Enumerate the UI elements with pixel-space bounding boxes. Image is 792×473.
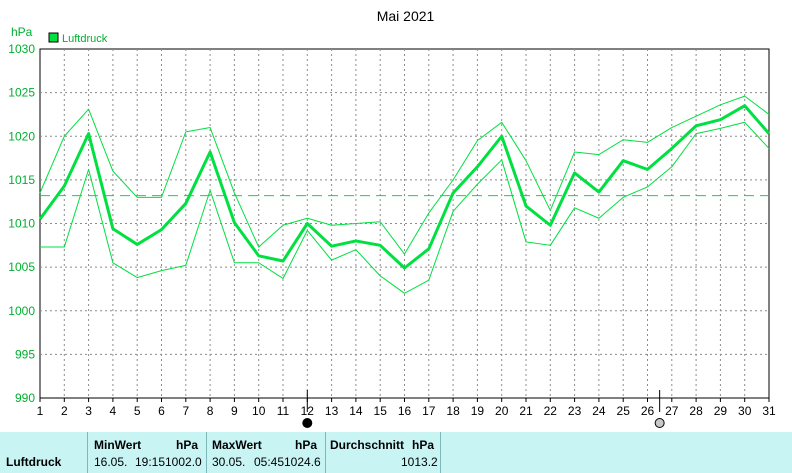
x-tick-label: 28 — [689, 404, 703, 418]
x-tick-label: 9 — [231, 404, 238, 418]
x-tick-label: 10 — [252, 404, 266, 418]
y-tick-label: 995 — [15, 347, 35, 361]
legend-swatch — [48, 32, 59, 43]
x-tick-label: 7 — [182, 404, 189, 418]
series-line-min — [40, 121, 770, 294]
y-tick-label: 1025 — [8, 86, 35, 100]
x-tick-label: 15 — [374, 404, 388, 418]
x-tick-label: 20 — [495, 404, 509, 418]
new-moon-icon — [302, 418, 313, 428]
stats-max-cell: MaxWert hPa 30.05. 05:45 1024.6 — [207, 432, 326, 473]
stats-avg-cell: Durchschnitt hPa 1013.2 — [326, 432, 441, 473]
min-unit: hPa — [176, 438, 199, 452]
avg-value: 1013.2 — [401, 455, 438, 469]
chart-title: Mai 2021 — [377, 8, 435, 24]
stats-row-label-cell: Luftdruck — [0, 432, 88, 473]
min-header: MinWert — [94, 438, 142, 452]
max-date: 30.05. — [212, 455, 246, 469]
stats-table: Luftdruck MinWert hPa 16.05. 19:15 1002.… — [0, 432, 792, 473]
series-line-mean — [38, 104, 771, 270]
x-tick-label: 13 — [325, 404, 339, 418]
x-tick-label: 1 — [37, 404, 44, 418]
max-value: 1024.6 — [284, 455, 321, 469]
x-tick-label: 2 — [61, 404, 68, 418]
x-tick-label: 6 — [158, 404, 165, 418]
x-tick-label: 30 — [738, 404, 752, 418]
x-tick-label: 16 — [398, 404, 412, 418]
x-tick-label: 3 — [85, 404, 92, 418]
max-unit: hPa — [295, 438, 318, 452]
min-date: 16.05. — [94, 455, 128, 469]
min-value: 1002.0 — [165, 455, 202, 469]
x-tick-label: 19 — [471, 404, 485, 418]
y-tick-label: 1005 — [8, 260, 35, 274]
y-tick-label: 1015 — [8, 173, 35, 187]
x-tick-label: 24 — [592, 404, 606, 418]
min-time: 19:15 — [135, 455, 166, 469]
x-tick-label: 21 — [519, 404, 533, 418]
pressure-chart: 1 2 3 4 5 6 7 8 9 10 11 12 13 14 15 16 17 18 19 20 21 22 23 24 2… — [8, 8, 776, 428]
avg-header: Durchschnitt — [330, 438, 405, 452]
y-tick-label: 1030 — [8, 42, 35, 56]
stats-min-cell: MinWert hPa 16.05. 19:15 1002.0 — [88, 432, 207, 473]
y-axis-label: hPa — [11, 25, 33, 39]
x-tick-label: 25 — [617, 404, 631, 418]
x-tick-label: 11 — [277, 404, 290, 418]
x-tick-label: 22 — [544, 404, 558, 418]
x-tick-label: 31 — [762, 404, 776, 418]
x-tick-label: 8 — [207, 404, 214, 418]
y-tick-label: 990 — [15, 391, 35, 405]
max-time: 05:45 — [254, 455, 285, 469]
full-moon-icon — [654, 418, 665, 428]
x-tick-label: 23 — [568, 404, 582, 418]
x-tick-label: 27 — [665, 404, 679, 418]
x-tick-label: 4 — [110, 404, 117, 418]
stats-row-label: Luftdruck — [6, 455, 62, 469]
x-tick-label: 14 — [349, 404, 363, 418]
x-tick-label: 5 — [134, 404, 141, 418]
series-line-max — [39, 95, 770, 255]
legend-label: Luftdruck — [62, 33, 108, 45]
y-tick-label: 1010 — [8, 217, 35, 231]
x-tick-label: 18 — [446, 404, 460, 418]
x-tick-label: 29 — [714, 404, 728, 418]
x-tick-label: 26 — [641, 404, 655, 418]
y-tick-label: 1000 — [8, 304, 35, 318]
y-tick-label: 1020 — [8, 129, 35, 143]
x-tick-label: 17 — [422, 404, 436, 418]
max-header: MaxWert — [212, 438, 262, 452]
avg-unit: hPa — [412, 438, 435, 452]
